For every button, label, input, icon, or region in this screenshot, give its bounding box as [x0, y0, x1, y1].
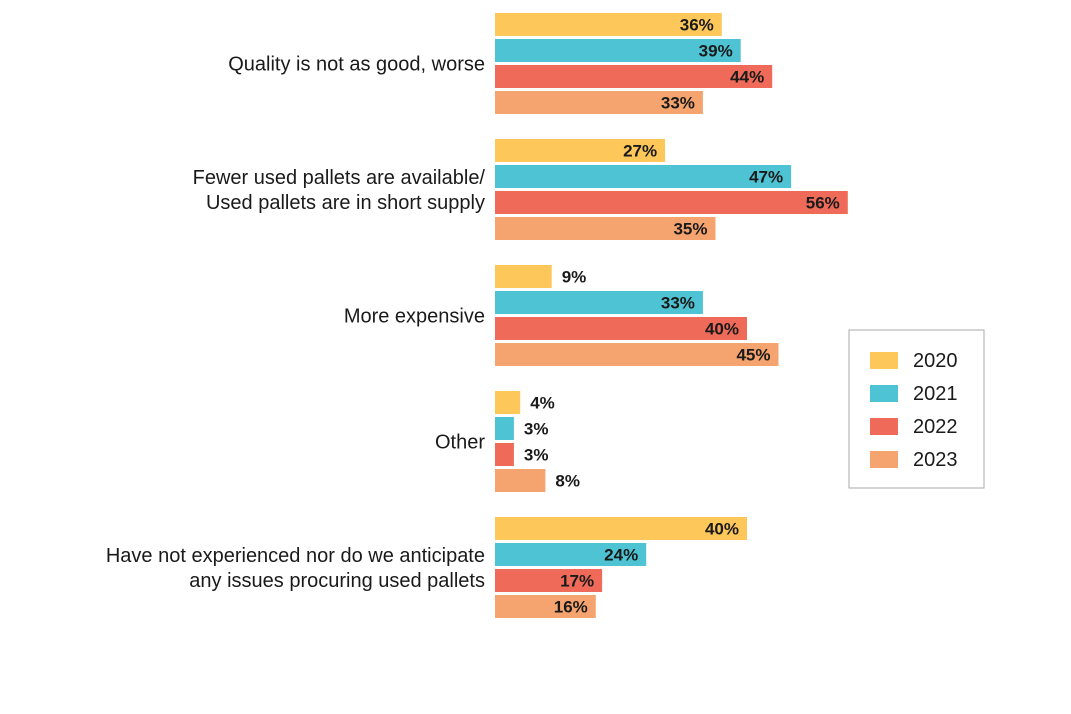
- legend-label-2023: 2023: [913, 449, 958, 471]
- value-label-2021-cat-1: 47%: [749, 168, 783, 187]
- value-label-2021-cat-4: 24%: [604, 546, 638, 565]
- value-label-2021-cat-0: 39%: [699, 42, 733, 61]
- legend-label-2021: 2021: [913, 383, 958, 405]
- bar-2022-cat-2: [495, 317, 747, 340]
- bar-2020-cat-0: [495, 13, 722, 36]
- value-label-2020-cat-3: 4%: [530, 394, 555, 413]
- bar-2021-cat-4: [495, 543, 647, 566]
- value-label-2023-cat-1: 35%: [673, 220, 707, 239]
- value-label-2023-cat-4: 16%: [554, 598, 588, 617]
- value-label-2020-cat-4: 40%: [705, 520, 739, 539]
- legend-swatch-2023: [870, 451, 898, 468]
- category-label-3: Other: [435, 432, 485, 454]
- category-label-4-line-1: any issues procuring used pallets: [189, 570, 485, 592]
- bar-2020-cat-1: [495, 139, 666, 162]
- legend-label-2020: 2020: [913, 350, 958, 372]
- legend-swatch-2022: [870, 418, 898, 435]
- bar-2020-cat-2: [495, 265, 552, 288]
- value-label-2023-cat-3: 8%: [555, 472, 580, 491]
- bar-2020-cat-3: [495, 391, 521, 414]
- bar-2021-cat-2: [495, 291, 703, 314]
- value-label-2022-cat-2: 40%: [705, 320, 739, 339]
- category-label-2: More expensive: [344, 306, 485, 328]
- bar-2023-cat-1: [495, 217, 716, 240]
- bar-2021-cat-3: [495, 417, 514, 440]
- value-label-2022-cat-3: 3%: [524, 446, 549, 465]
- value-label-2023-cat-2: 45%: [736, 346, 770, 365]
- legend: 2020 2021 2022 2023: [848, 329, 985, 489]
- bar-2020-cat-4: [495, 517, 747, 540]
- value-label-2022-cat-1: 56%: [806, 194, 840, 213]
- bar-2022-cat-4: [495, 569, 603, 592]
- value-label-2020-cat-1: 27%: [623, 142, 657, 161]
- value-label-2022-cat-4: 17%: [560, 572, 594, 591]
- bar-2023-cat-0: [495, 91, 703, 114]
- bar-2021-cat-0: [495, 39, 741, 62]
- value-label-2021-cat-2: 33%: [661, 294, 695, 313]
- legend-swatch-2021: [870, 385, 898, 402]
- bar-2022-cat-3: [495, 443, 514, 466]
- value-label-2021-cat-3: 3%: [524, 420, 549, 439]
- category-labels: Quality is not as good, worse Fewer used …: [106, 54, 486, 593]
- bar-2023-cat-4: [495, 595, 596, 618]
- bar-2023-cat-2: [495, 343, 779, 366]
- value-label-2020-cat-0: 36%: [680, 16, 714, 35]
- category-label-1-line-1: Used pallets are in short supply: [206, 192, 485, 214]
- value-label-2020-cat-2: 9%: [562, 268, 587, 287]
- legend-swatch-2020: [870, 352, 898, 369]
- value-label-2022-cat-0: 44%: [730, 68, 764, 87]
- category-label-1-line-0: Fewer used pallets are available/: [193, 167, 486, 189]
- category-label-0: Quality is not as good, worse: [228, 54, 485, 76]
- bar-2021-cat-1: [495, 165, 792, 188]
- bar-2022-cat-1: [495, 191, 848, 214]
- category-label-4-line-0: Have not experienced nor do we anticipat…: [106, 545, 485, 567]
- bars-layer: 36% 39% 44% 33% 27% 47% 56% 35% 9% 33% 40% 45% 4% 3% 3…: [495, 13, 848, 618]
- bar-2023-cat-3: [495, 469, 546, 492]
- legend-label-2022: 2022: [913, 416, 958, 438]
- bar-2022-cat-0: [495, 65, 773, 88]
- value-label-2023-cat-0: 33%: [661, 94, 695, 113]
